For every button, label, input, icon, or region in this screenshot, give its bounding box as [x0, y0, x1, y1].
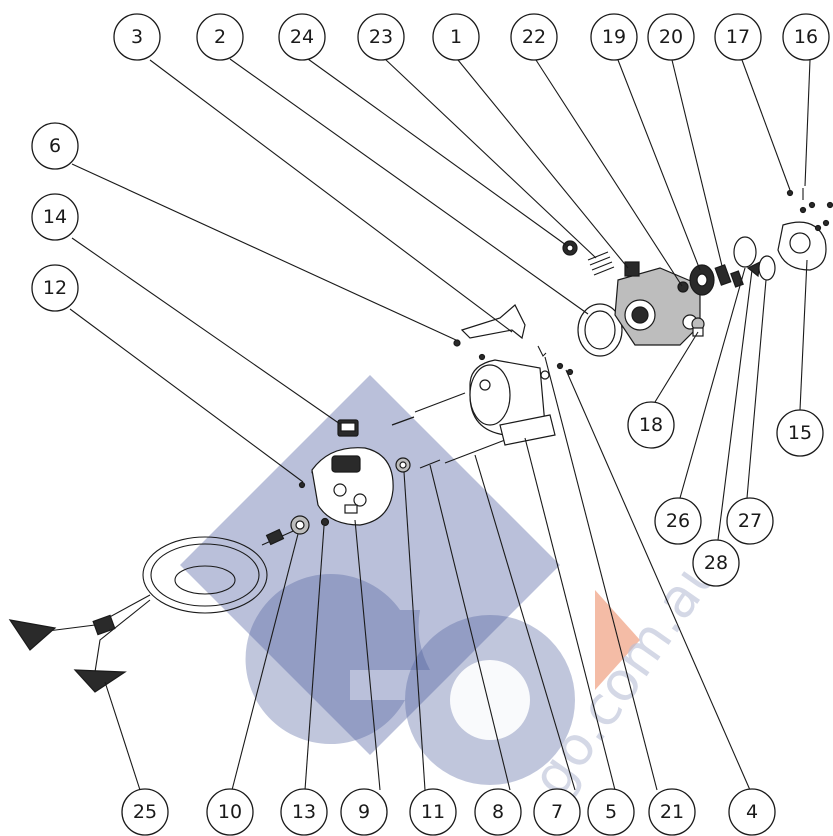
- svg-text:14: 14: [43, 206, 67, 228]
- through-rod-upper: [414, 392, 466, 413]
- svg-text:5: 5: [605, 801, 617, 823]
- callout-22: 22: [510, 13, 558, 61]
- pump-housing: [614, 261, 701, 346]
- svg-text:2: 2: [214, 26, 226, 48]
- svg-text:4: 4: [746, 801, 758, 823]
- svg-text:7: 7: [551, 801, 563, 823]
- callout-11: 11: [409, 788, 457, 836]
- callout-17: 17: [714, 13, 762, 61]
- callout-5: 5: [587, 788, 635, 836]
- callout-14: 14: [31, 193, 79, 241]
- through-rod-lower: [444, 439, 506, 464]
- svg-text:25: 25: [133, 801, 157, 823]
- o-ring-small: [677, 281, 689, 293]
- screw-6: [453, 339, 461, 347]
- callout-26: 26: [654, 497, 702, 545]
- parts: [8, 188, 833, 693]
- o-ring-26: [733, 236, 757, 268]
- fitting: [691, 317, 705, 337]
- svg-text:21: 21: [660, 801, 684, 823]
- callout-2: 2: [196, 13, 244, 61]
- callout-25: 25: [121, 788, 169, 836]
- motor: [469, 359, 556, 446]
- spring-left: [419, 459, 441, 469]
- callout-20: 20: [647, 13, 695, 61]
- coil-spring: [587, 251, 615, 276]
- leader-lines: [69, 58, 811, 791]
- screw-4a: [556, 362, 564, 370]
- watermark-diamond: [180, 375, 560, 755]
- callout-21: 21: [648, 788, 696, 836]
- screw-21: [537, 345, 547, 357]
- spring-upper: [391, 416, 415, 426]
- svg-text:8: 8: [492, 801, 504, 823]
- svg-text:10: 10: [218, 801, 242, 823]
- cover-plate: [777, 221, 827, 271]
- watermark-red-arrow: [595, 590, 640, 690]
- svg-text:16: 16: [794, 26, 818, 48]
- clamp-red: [8, 619, 57, 651]
- callout-1: 1: [432, 13, 480, 61]
- svg-text:19: 19: [602, 26, 626, 48]
- svg-text:26: 26: [666, 510, 690, 532]
- callout-10: 10: [206, 788, 254, 836]
- callout-28: 28: [692, 539, 740, 587]
- svg-text:3: 3: [131, 26, 143, 48]
- callout-8: 8: [474, 788, 522, 836]
- svg-text:20: 20: [659, 26, 683, 48]
- callouts: 3 2 24 23 1 22 19 20 17 16 6 14 12 18 15…: [31, 13, 830, 836]
- callout-24: 24: [278, 13, 326, 61]
- callout-3: 3: [113, 13, 161, 61]
- callout-27: 27: [726, 497, 774, 545]
- svg-text:17: 17: [726, 26, 750, 48]
- svg-text:12: 12: [43, 277, 67, 299]
- svg-text:11: 11: [421, 801, 445, 823]
- nut: [320, 517, 330, 527]
- svg-text:24: 24: [290, 26, 314, 48]
- callout-19: 19: [590, 13, 638, 61]
- svg-text:22: 22: [522, 26, 546, 48]
- callout-13: 13: [280, 788, 328, 836]
- callout-4: 4: [728, 788, 776, 836]
- svg-text:9: 9: [358, 801, 370, 823]
- callout-12: 12: [31, 264, 79, 312]
- screw-4b: [566, 368, 574, 376]
- vanes: [714, 264, 744, 288]
- svg-text:1: 1: [450, 26, 462, 48]
- svg-text:23: 23: [369, 26, 393, 48]
- callout-18: 18: [627, 401, 675, 449]
- callout-15: 15: [776, 409, 824, 457]
- impeller: [689, 264, 715, 296]
- svg-text:18: 18: [639, 414, 663, 436]
- watermark-letter-g: [245, 573, 430, 744]
- svg-text:15: 15: [788, 422, 812, 444]
- end-cap: [311, 447, 394, 526]
- screw-17: [786, 189, 794, 197]
- handle: [460, 304, 526, 340]
- svg-text:27: 27: [738, 510, 762, 532]
- callout-6: 6: [31, 122, 79, 170]
- clamp-black: [73, 669, 127, 693]
- svg-text:13: 13: [292, 801, 316, 823]
- svg-text:28: 28: [704, 552, 728, 574]
- callout-9: 9: [340, 788, 388, 836]
- gear: [562, 240, 578, 256]
- callout-16: 16: [782, 13, 830, 61]
- seal-27: [758, 255, 776, 281]
- callout-23: 23: [357, 13, 405, 61]
- svg-text:6: 6: [49, 135, 61, 157]
- watermark-letter-o-hole: [450, 660, 530, 740]
- gasket-plate: [577, 303, 623, 357]
- switch: [337, 419, 359, 437]
- callout-7: 7: [533, 788, 581, 836]
